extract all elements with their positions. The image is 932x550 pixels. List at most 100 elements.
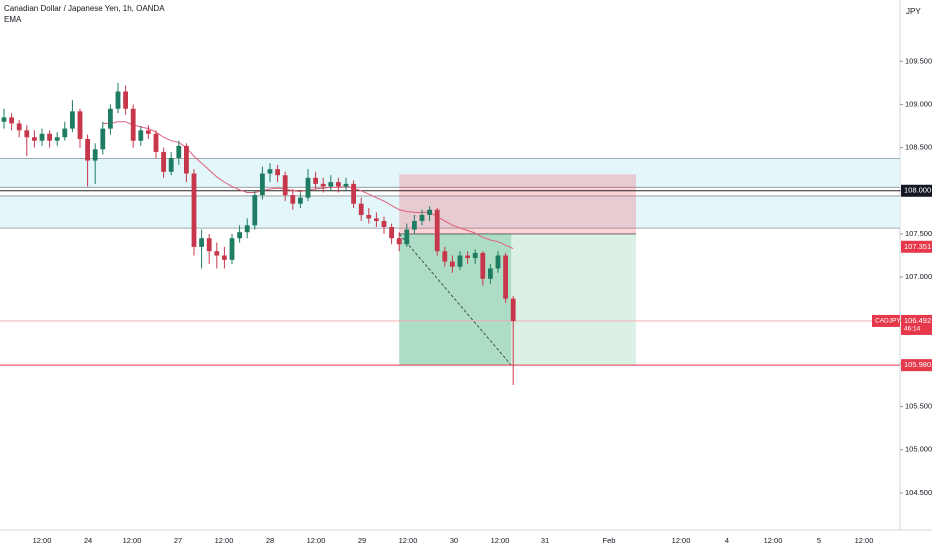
x-tick-label: 24 (84, 536, 92, 545)
candle-body (85, 138, 90, 161)
candle-body (62, 128, 68, 138)
candle-body (374, 218, 379, 221)
candle-body (495, 255, 501, 269)
candle-body (343, 183, 349, 187)
x-tick-label: 12:00 (764, 536, 783, 545)
candle-body (282, 175, 288, 196)
x-tick-label: Feb (603, 536, 616, 545)
last-price-label: 106.492 (904, 316, 931, 325)
candle-body (123, 91, 128, 109)
candle-body (351, 183, 356, 204)
last-price-bg (901, 314, 932, 335)
candle-body (381, 220, 387, 228)
candle-body (267, 169, 273, 174)
x-tick-label: 12:00 (33, 536, 52, 545)
y-tick-label: 104.500 (905, 488, 932, 497)
candle-body (510, 298, 516, 322)
x-tick-label: 29 (358, 536, 366, 545)
y-tick-label: 109.000 (905, 99, 932, 108)
candle-body (275, 169, 280, 176)
zone (0, 195, 900, 229)
candle-body (161, 151, 166, 172)
x-tick-label: 12:00 (399, 536, 418, 545)
candle-body (100, 128, 106, 150)
currency-label: JPY (906, 7, 921, 16)
x-tick-label: 4 (725, 536, 729, 545)
level-label-bg (901, 184, 932, 197)
candle-body (191, 173, 197, 247)
candle-body (16, 123, 22, 131)
x-tick-label: 30 (450, 536, 458, 545)
candle-body (108, 108, 113, 129)
x-tick-label: 12:00 (491, 536, 510, 545)
candle-body (450, 261, 455, 267)
y-tick-label: 108.500 (905, 143, 932, 152)
candle-body (465, 255, 470, 259)
candle-body (396, 238, 402, 245)
ema-price-label-bg (901, 240, 932, 253)
stop-zone (399, 174, 636, 234)
candle-body (480, 252, 486, 279)
y-tick-label: 109.500 (905, 56, 932, 65)
x-tick-label: 12:00 (215, 536, 234, 545)
candle-body (472, 252, 478, 259)
candle-body (1, 117, 7, 122)
candle-body (457, 255, 463, 267)
candle-body (252, 195, 258, 226)
candle-body (24, 130, 30, 138)
indicator-label: EMA (4, 15, 22, 24)
candle-body (244, 225, 250, 233)
candle-body (389, 227, 394, 239)
candle-body (32, 137, 37, 141)
candle-body (206, 238, 212, 252)
candle-body (146, 130, 151, 134)
x-tick-label: 12:00 (855, 536, 874, 545)
y-tick-label: 107.500 (905, 229, 932, 238)
trade-path (398, 233, 512, 366)
candle-body (70, 111, 75, 129)
candle-body (290, 195, 296, 204)
candle-body (260, 173, 265, 196)
candle-body (503, 255, 508, 299)
candle-body (214, 251, 220, 256)
y-tick-label: 105.000 (905, 445, 932, 454)
x-tick-label: 5 (817, 536, 821, 545)
target-zone (399, 233, 636, 366)
candle-body (366, 214, 372, 219)
candle-body (358, 203, 364, 215)
zone (0, 158, 900, 188)
x-tick-label: 31 (541, 536, 549, 545)
candle-body (336, 182, 341, 187)
x-tick-label: 12:00 (307, 536, 326, 545)
candle-body (404, 229, 410, 245)
candle-body (237, 232, 242, 239)
x-tick-label: 12:00 (672, 536, 691, 545)
candle-body (419, 214, 425, 221)
candle-body (77, 111, 83, 139)
candle-body (176, 145, 182, 158)
symbol-tag-bg (872, 314, 900, 327)
candle-body (54, 137, 60, 141)
candle-body (442, 251, 448, 262)
candle-body (412, 220, 417, 230)
candle-body (138, 130, 144, 141)
candle-body (47, 133, 52, 141)
y-tick-label: 107.000 (905, 272, 932, 281)
level-label: 108.000 (904, 186, 931, 195)
candle-body (222, 255, 227, 260)
candle-body (313, 177, 318, 184)
chart-title: Canadian Dollar / Japanese Yen, 1h, OAND… (4, 4, 165, 13)
candle-body (199, 238, 204, 247)
candle-body (168, 157, 174, 172)
candle-body (298, 197, 303, 204)
candle-body (92, 149, 98, 161)
candle-body (427, 209, 432, 215)
candle-body (130, 108, 136, 141)
y-tick-label: 105.500 (905, 402, 932, 411)
candle-body (115, 91, 121, 109)
symbol-tag: CADJPY (875, 318, 901, 325)
candle-body (184, 145, 189, 174)
countdown-label: 46:14 (904, 326, 921, 333)
target-label-bg (901, 359, 932, 372)
